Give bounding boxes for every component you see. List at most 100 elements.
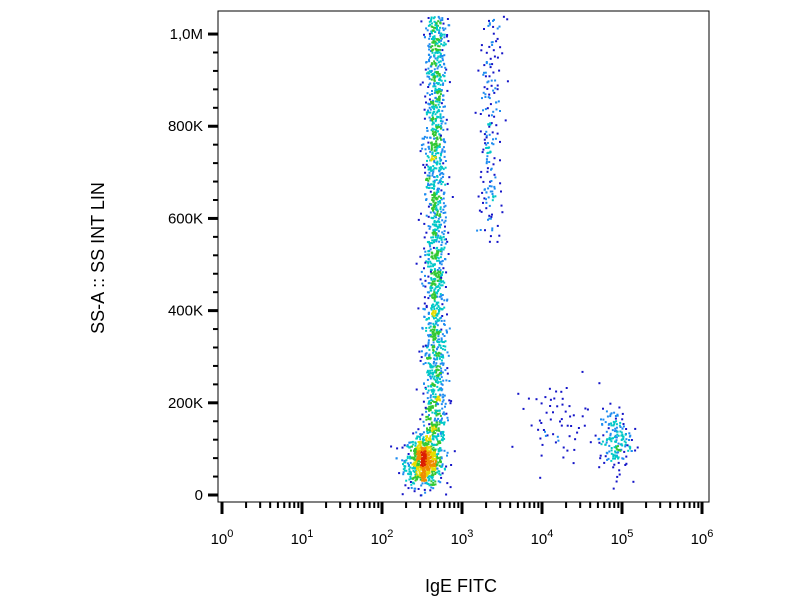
data-point [481, 151, 484, 154]
data-point [441, 284, 444, 287]
data-point [440, 284, 443, 287]
data-point [436, 52, 439, 54]
data-point [403, 469, 406, 472]
data-point [562, 456, 565, 459]
data-point [491, 63, 494, 66]
data-point [426, 155, 429, 158]
data-point [423, 488, 426, 491]
data-point [612, 455, 615, 458]
data-point [413, 490, 416, 493]
data-point [610, 452, 613, 455]
data-point [432, 481, 435, 484]
data-point [430, 65, 433, 68]
data-point [621, 457, 624, 460]
data-point [496, 27, 499, 30]
data-point [441, 27, 444, 30]
data-point [429, 417, 432, 420]
data-point [429, 449, 432, 452]
data-point [442, 82, 445, 85]
data-point [437, 417, 440, 420]
data-point [609, 413, 612, 416]
data-point [420, 144, 423, 147]
data-point [436, 279, 439, 282]
data-point [477, 69, 480, 72]
data-point [427, 184, 429, 186]
data-point [617, 449, 620, 452]
data-point [438, 143, 441, 146]
data-point [442, 138, 445, 141]
data-point [419, 255, 422, 258]
data-point [437, 230, 440, 233]
data-point [439, 162, 442, 165]
x-tick-label: 105 [611, 528, 634, 548]
data-point [433, 215, 436, 218]
data-point [432, 168, 435, 171]
data-point [428, 409, 431, 412]
data-point [437, 290, 439, 293]
data-point [440, 435, 443, 438]
data-point [608, 436, 611, 439]
data-point [453, 450, 456, 453]
data-point [437, 259, 440, 262]
data-point [427, 67, 430, 70]
data-point [618, 473, 621, 476]
data-point [438, 106, 441, 108]
data-point [436, 161, 439, 164]
data-point [405, 459, 408, 462]
data-point [431, 448, 433, 451]
data-point [436, 395, 439, 398]
data-point [421, 441, 424, 444]
data-point [560, 390, 563, 393]
data-point [430, 452, 433, 455]
data-point [432, 265, 435, 268]
data-point [432, 310, 435, 312]
data-point [429, 396, 432, 399]
data-point [433, 354, 436, 357]
data-point [572, 462, 575, 465]
data-point [436, 471, 438, 474]
data-point [433, 73, 436, 76]
data-point [437, 413, 440, 415]
data-point [407, 465, 410, 468]
data-point [427, 317, 430, 320]
data-point [431, 466, 434, 469]
data-point [435, 331, 438, 334]
data-point [438, 472, 441, 475]
data-point [417, 428, 420, 431]
data-point [441, 400, 444, 403]
data-point [409, 477, 412, 480]
data-point [434, 458, 437, 461]
data-point [415, 437, 418, 440]
data-point [441, 271, 444, 274]
data-point [431, 153, 434, 156]
data-point [433, 79, 436, 82]
data-point [425, 152, 427, 155]
data-point [548, 387, 551, 390]
data-point [430, 486, 433, 489]
data-point [441, 439, 444, 442]
data-point [429, 20, 432, 22]
data-point [428, 243, 431, 246]
data-point [444, 204, 447, 207]
data-point [555, 390, 558, 393]
data-point [444, 166, 447, 169]
data-point [429, 394, 432, 397]
data-point [418, 350, 421, 353]
data-point [429, 377, 432, 380]
data-point [433, 308, 436, 310]
data-point [446, 367, 449, 370]
data-point [430, 262, 433, 265]
data-point [499, 140, 501, 143]
data-point [573, 448, 576, 451]
data-point [428, 37, 431, 40]
data-point [438, 156, 441, 159]
data-point [437, 87, 440, 90]
data-point [429, 333, 432, 336]
data-point [440, 65, 443, 68]
data-point [564, 410, 567, 413]
data-point [483, 71, 485, 74]
data-point [443, 299, 446, 302]
data-point [433, 176, 436, 178]
data-point [621, 427, 624, 430]
data-point [426, 241, 429, 244]
